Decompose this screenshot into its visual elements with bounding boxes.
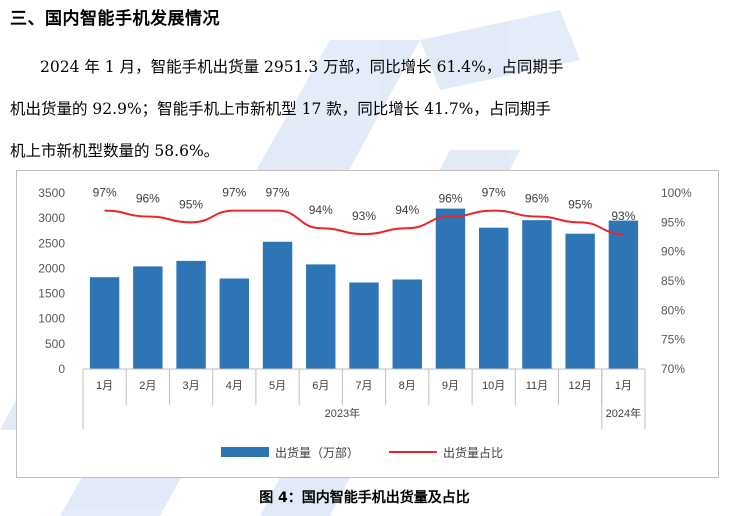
paragraph-line-2: 机出货量的 92.9%；智能手机上市新机型 17 款，同比增长 41.7%，占同… (10, 100, 551, 118)
share-data-label: 97% (93, 186, 117, 200)
share-data-label: 96% (525, 191, 549, 205)
left-axis-tick-label: 1500 (38, 287, 65, 301)
bar-10 (478, 227, 509, 369)
x-axis-group-label: 2023年 (325, 406, 360, 420)
bar-2 (133, 266, 163, 369)
x-axis-category-label: 8月 (399, 380, 416, 392)
share-data-label: 97% (266, 186, 290, 200)
right-axis-tick-label: 80% (661, 303, 685, 317)
share-data-label: 93% (352, 209, 376, 223)
x-axis-category-label: 6月 (312, 380, 329, 392)
paragraph-line-1: 2024 年 1 月，智能手机出货量 2951.3 万部，同比增长 61.4%，… (40, 58, 564, 76)
x-axis-category-label: 9月 (442, 380, 459, 392)
bar-6 (306, 264, 336, 369)
x-axis-group-label: 2024年 (606, 406, 641, 420)
left-axis-tick-label: 500 (45, 337, 65, 351)
left-axis-tick-label: 1000 (38, 312, 65, 326)
legend-bar-label: 出货量（万部） (275, 445, 359, 460)
left-axis-tick-label: 0 (58, 362, 65, 376)
x-axis-category-label: 12月 (569, 380, 592, 392)
bar-8 (392, 279, 422, 369)
legend-bar-swatch (221, 447, 269, 457)
left-axis-tick-label: 3500 (38, 186, 65, 200)
right-axis-tick-label: 85% (661, 274, 685, 288)
legend-line-label: 出货量占比 (443, 445, 503, 460)
share-line (104, 209, 624, 236)
chart-frame: 0 500 1000 1500 2000 2500 3000 3500 70% 75% 80% 85%… (16, 170, 719, 478)
right-axis-tick-label: 75% (661, 333, 685, 347)
share-data-label: 94% (309, 203, 333, 217)
share-data-label: 97% (222, 186, 246, 200)
x-axis-category-label: 2月 (139, 380, 156, 392)
share-data-label: 96% (136, 191, 160, 205)
x-axis-category-label: 7月 (355, 380, 372, 392)
bar-12 (565, 233, 595, 369)
watermark-stroke-4 (420, 10, 580, 90)
bar-9 (435, 208, 466, 369)
x-axis-category-label: 3月 (183, 380, 200, 392)
left-axis-tick-label: 3000 (38, 211, 65, 225)
bar-3 (176, 260, 206, 369)
left-axis-tick-label: 2500 (38, 236, 65, 250)
right-axis-tick-label: 70% (661, 362, 685, 376)
bar-5 (262, 241, 293, 369)
section-heading: 三、国内智能手机发展情况 (10, 9, 220, 29)
right-axis-tick-label: 95% (661, 215, 685, 229)
bar-1 (89, 277, 120, 369)
x-axis-category-label: 11月 (526, 380, 548, 392)
paragraph-line-3: 机上市新机型数量的 58.6%。 (10, 142, 220, 160)
share-data-label: 94% (395, 203, 419, 217)
x-axis-category-label: 10月 (482, 380, 505, 392)
combo-chart: 0 500 1000 1500 2000 2500 3000 3500 70% 75% 80% 85%… (38, 186, 692, 460)
right-axis-tick-label: 100% (661, 186, 692, 200)
bar-13 (608, 220, 639, 369)
figure-caption: 图 4：国内智能手机出货量及占比 (259, 490, 470, 506)
bar-7 (349, 282, 379, 369)
right-axis-tick-label: 90% (661, 245, 685, 259)
share-data-label: 93% (611, 209, 635, 223)
bar-4 (219, 278, 250, 369)
x-axis-category-label: 1月 (96, 380, 113, 392)
x-axis-category-label: 4月 (226, 380, 243, 392)
x-axis-category-label: 1月 (615, 380, 632, 392)
share-data-label: 97% (482, 186, 506, 200)
x-axis-category-label: 5月 (269, 380, 286, 392)
left-axis-tick-label: 2000 (38, 261, 65, 275)
share-data-label: 96% (438, 191, 462, 205)
share-data-label: 95% (568, 197, 592, 211)
bar-11 (522, 220, 552, 369)
share-data-label: 95% (179, 197, 203, 211)
